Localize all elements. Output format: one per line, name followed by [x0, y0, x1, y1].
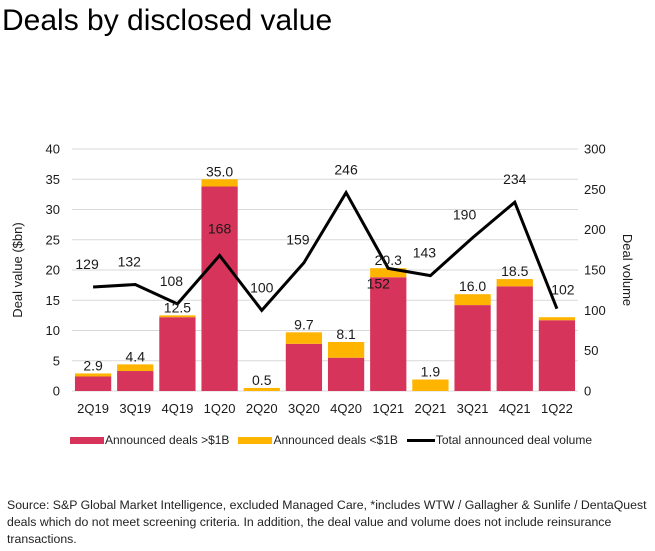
y-tick-label: 25	[46, 232, 60, 247]
y-tick-label: 35	[46, 172, 60, 187]
bar-small-deals	[117, 364, 154, 372]
bar-large-deals	[159, 317, 196, 391]
bar-large-deals	[74, 376, 112, 391]
legend-swatch-small-deals	[238, 436, 273, 444]
legend-item-large-deals: Announced deals >$1B	[70, 433, 229, 447]
data-labels: 2.9 4.4 12.5 35.0 0.5 9.7 8.1 20.3 1.9 16.0 18.5 12…	[75, 162, 574, 388]
bar-small-deals	[201, 179, 238, 187]
y-tick-label: 5	[53, 353, 60, 368]
bar-large-deals	[454, 305, 491, 391]
x-tick-label: 1Q20	[204, 401, 236, 416]
volume-value-label: 108	[160, 273, 184, 289]
total-value-label: 9.7	[294, 316, 314, 332]
y-tick-label: 0	[53, 384, 60, 399]
legend-item-volume: Total announced deal volume	[406, 433, 592, 447]
x-tick-label: 4Q20	[330, 401, 362, 416]
y-tick-label: 30	[46, 202, 60, 217]
x-tick-label: 1Q21	[372, 401, 404, 416]
total-value-label: 16.0	[459, 278, 486, 294]
bar-small-deals	[243, 387, 280, 391]
volume-value-label: 152	[367, 275, 391, 291]
bar-large-deals	[117, 371, 154, 391]
legend-label: Total announced deal volume	[435, 433, 592, 447]
bar-large-deals	[285, 343, 323, 391]
bar-small-deals	[496, 279, 533, 287]
total-value-label: 12.5	[164, 299, 191, 315]
bar-small-deals	[285, 332, 323, 344]
total-value-label: 2.9	[83, 357, 103, 373]
bar-large-deals	[496, 286, 533, 391]
bar-large-deals	[370, 277, 407, 391]
legend: Announced deals >$1B Announced deals <$1…	[70, 433, 601, 447]
legend-swatch-volume-line	[406, 438, 435, 442]
bar-small-deals	[412, 379, 449, 391]
total-value-label: 1.9	[421, 364, 441, 380]
total-value-label: 0.5	[252, 372, 272, 388]
y-tick-label: 10	[46, 323, 60, 338]
volume-value-label: 190	[453, 207, 477, 223]
bars	[74, 179, 576, 391]
y-axis-right: 0 50 100 150 200 250 300	[584, 142, 606, 399]
legend-swatch-large-deals	[70, 436, 104, 444]
bar-large-deals	[538, 320, 576, 391]
volume-line-layer	[92, 189, 559, 313]
volume-value-label: 159	[286, 232, 310, 248]
x-tick-label: 3Q20	[288, 401, 320, 416]
volume-value-label: 102	[551, 282, 575, 298]
bar-large-deals	[201, 186, 238, 391]
gridlines	[72, 148, 578, 392]
y-tick-label: 20	[46, 263, 60, 278]
volume-value-label: 246	[334, 162, 358, 178]
bar-small-deals	[74, 373, 112, 377]
total-value-label: 4.4	[126, 348, 146, 364]
y2-tick-label: 150	[584, 263, 606, 278]
y-axis-title: Deal value ($bn)	[10, 222, 25, 317]
volume-value-label: 143	[413, 245, 437, 261]
legend-label: Announced deals >$1B	[105, 433, 230, 447]
bar-small-deals	[454, 294, 491, 306]
total-value-label: 20.3	[375, 252, 402, 268]
volume-value-label: 168	[208, 220, 232, 236]
x-tick-label: 3Q19	[119, 401, 151, 416]
y2-tick-label: 50	[584, 343, 598, 358]
y-axis-left: 0 5 10 15 20 25 30 35 40	[46, 142, 60, 399]
x-tick-label: 2Q19	[77, 401, 109, 416]
y2-tick-label: 300	[584, 142, 606, 157]
x-axis: 2Q19 3Q19 4Q19 1Q20 2Q20 3Q20 4Q20 1Q21 2Q21 3Q21…	[77, 401, 573, 416]
volume-line	[92, 189, 559, 313]
legend-item-small-deals: Announced deals <$1B	[238, 433, 398, 447]
total-value-label: 35.0	[206, 163, 233, 179]
volume-value-label: 132	[118, 254, 142, 270]
volume-value-label: 100	[250, 279, 274, 295]
bar-large-deals	[327, 357, 365, 391]
y2-tick-label: 100	[584, 303, 606, 318]
y-tick-label: 15	[46, 293, 60, 308]
y-tick-label: 40	[46, 142, 60, 157]
x-tick-label: 4Q19	[162, 401, 194, 416]
legend-label: Announced deals <$1B	[273, 433, 398, 447]
total-value-label: 18.5	[501, 263, 528, 279]
x-tick-label: 3Q21	[457, 401, 489, 416]
x-tick-label: 2Q21	[415, 401, 447, 416]
x-tick-label: 4Q21	[499, 401, 531, 416]
y2-tick-label: 250	[584, 182, 606, 197]
x-tick-label: 1Q22	[541, 401, 573, 416]
bar-small-deals	[159, 315, 196, 318]
y2-tick-label: 0	[584, 384, 591, 399]
y2-axis-title: Deal volume	[620, 234, 635, 306]
x-tick-label: 2Q20	[246, 401, 278, 416]
page-title: Deals by disclosed value	[2, 4, 333, 37]
bar-small-deals	[370, 268, 407, 278]
source-note: Source: S&P Global Market Intelligence, …	[7, 498, 647, 546]
volume-value-label: 234	[503, 171, 527, 187]
volume-value-label: 129	[75, 256, 99, 272]
bar-small-deals	[327, 341, 365, 358]
y2-tick-label: 200	[584, 222, 606, 237]
chart: 2.9 4.4 12.5 35.0 0.5 9.7 8.1 20.3 1.9 16.0 18.5 12…	[10, 142, 635, 417]
total-value-label: 8.1	[336, 326, 356, 342]
bar-small-deals	[538, 317, 576, 321]
